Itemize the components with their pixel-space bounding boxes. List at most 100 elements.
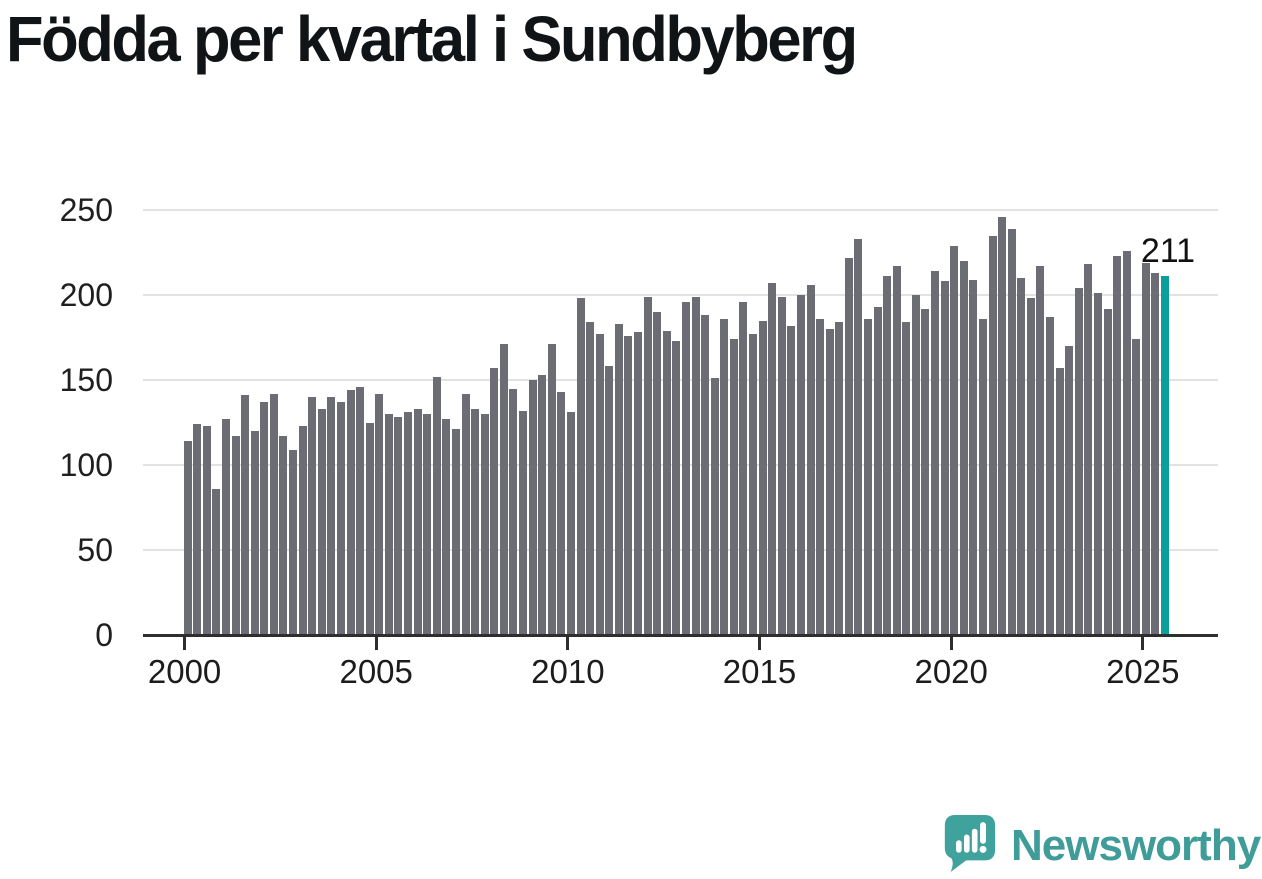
bar <box>1026 298 1035 635</box>
x-tick-label: 2020 <box>914 653 988 690</box>
bar <box>653 312 662 635</box>
newsworthy-icon <box>940 812 998 879</box>
bar <box>279 436 288 635</box>
bar <box>576 298 585 635</box>
bar <box>1084 264 1093 635</box>
bar <box>864 318 872 635</box>
bar <box>346 390 355 635</box>
bar <box>911 295 920 635</box>
bar <box>260 402 269 635</box>
bar <box>384 414 393 635</box>
bar <box>547 344 556 635</box>
x-axis-tick <box>758 636 761 650</box>
highlighted-bar <box>1161 276 1169 635</box>
bar <box>883 276 892 635</box>
bar <box>298 425 307 635</box>
bar <box>461 393 470 635</box>
bar <box>241 395 250 635</box>
bar <box>806 284 815 635</box>
x-axis-tick <box>1141 636 1145 650</box>
bar <box>1093 293 1102 635</box>
bar <box>1055 368 1064 635</box>
bar <box>624 335 633 635</box>
bar <box>221 419 230 635</box>
bar <box>758 320 767 635</box>
bar <box>749 334 757 635</box>
bar <box>480 414 489 635</box>
bar <box>595 334 604 635</box>
bar <box>768 283 777 635</box>
y-gridline <box>143 464 1218 466</box>
bar <box>701 315 709 635</box>
bar <box>394 417 403 635</box>
x-axis-tick <box>374 636 378 650</box>
bar <box>988 235 997 635</box>
bar <box>183 441 192 635</box>
bar <box>317 408 326 635</box>
y-tick-label: 50 <box>77 532 113 568</box>
bar <box>1122 250 1131 635</box>
bar <box>432 376 441 635</box>
bar <box>605 366 614 635</box>
bar <box>509 388 518 635</box>
bar <box>1132 339 1141 635</box>
bar <box>921 308 930 635</box>
bar <box>634 332 642 635</box>
bar <box>490 368 499 635</box>
bar <box>336 402 345 635</box>
bar <box>729 339 738 635</box>
bar <box>1065 346 1074 635</box>
bar <box>643 296 652 635</box>
value-annotation: 211 <box>1140 232 1196 271</box>
bar <box>1046 317 1054 635</box>
y-gridline <box>143 549 1218 551</box>
bar <box>586 322 595 635</box>
bar <box>873 306 882 635</box>
bar <box>269 393 278 635</box>
bar <box>557 391 566 635</box>
bar <box>193 424 202 635</box>
bar <box>528 380 537 635</box>
newsworthy-wordmark: Newsworthy <box>1011 820 1261 870</box>
x-axis-tick <box>949 636 953 650</box>
bar <box>1103 308 1112 635</box>
bar <box>1036 266 1045 635</box>
bar <box>1074 288 1083 635</box>
y-tick-label: 200 <box>59 277 113 313</box>
y-gridline <box>143 379 1218 381</box>
bar <box>451 429 460 635</box>
bar <box>519 410 527 635</box>
bar <box>289 449 297 635</box>
bar <box>720 318 729 635</box>
bar <box>356 386 365 635</box>
bar <box>710 378 719 635</box>
bar <box>375 393 384 635</box>
x-tick-label: 2000 <box>147 653 222 690</box>
bar <box>423 414 432 635</box>
bar <box>1113 255 1122 635</box>
y-tick-label: 250 <box>59 192 113 228</box>
y-tick-label: 100 <box>59 447 113 483</box>
bar <box>777 296 786 635</box>
bar <box>931 271 939 635</box>
y-gridline <box>143 209 1218 211</box>
bar <box>471 408 480 635</box>
bar <box>566 412 575 635</box>
bar <box>250 431 259 635</box>
bar <box>940 281 949 635</box>
x-tick-label: 2025 <box>1106 653 1180 690</box>
bar <box>691 296 700 635</box>
bar <box>902 322 911 635</box>
bar <box>327 397 336 635</box>
bar <box>796 295 805 635</box>
bar <box>614 323 623 635</box>
bar <box>212 488 221 635</box>
bar <box>404 412 412 635</box>
x-tick-label: 2010 <box>531 653 605 690</box>
bar <box>978 318 987 635</box>
newsworthy-logo: Newsworthy <box>940 812 1261 879</box>
bar <box>739 301 748 635</box>
bar <box>969 279 978 635</box>
y-tick-label: 0 <box>95 617 113 653</box>
